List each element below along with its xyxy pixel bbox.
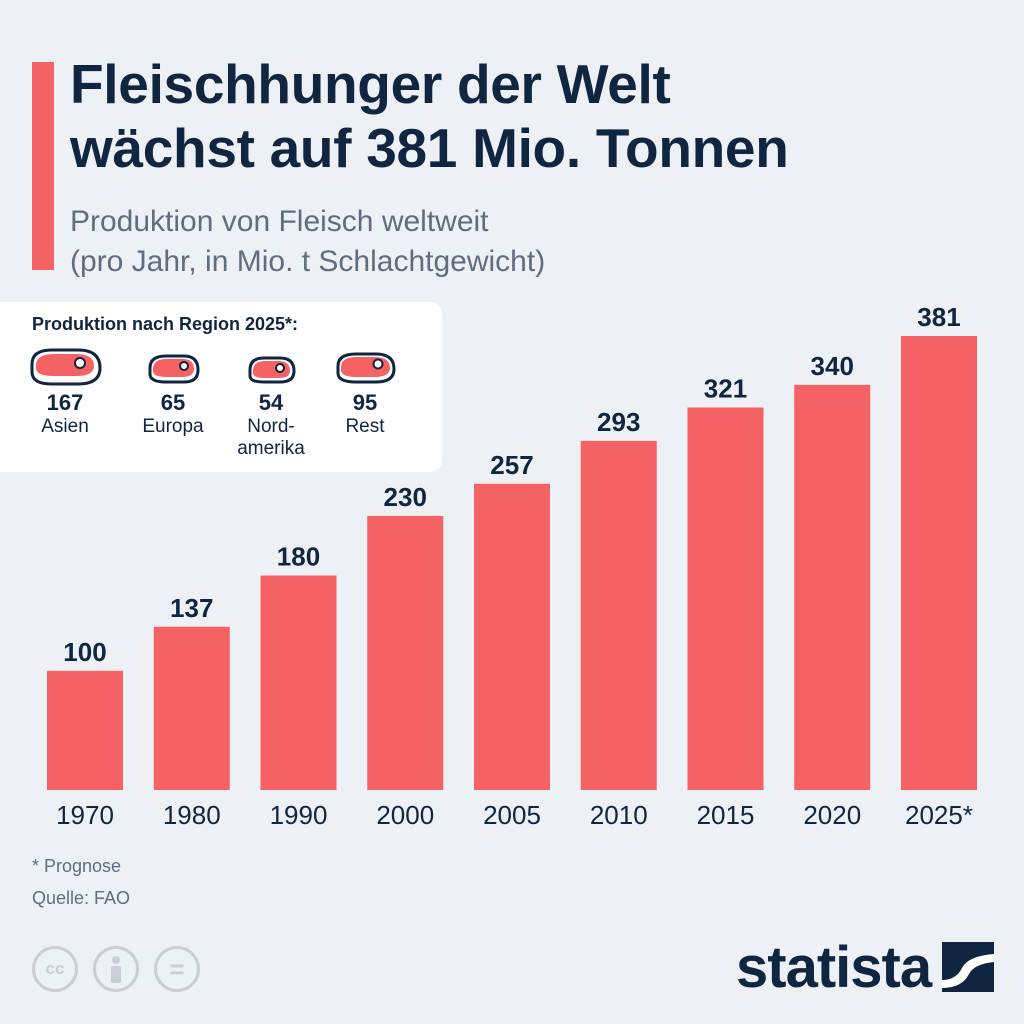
meat-icon [248, 356, 296, 384]
legend-value-rest: 95 [352, 390, 378, 415]
meat-icon [336, 352, 396, 384]
region-legend: Produktion nach Region 2025*: 167 Asien … [0, 302, 442, 472]
cc-icon: cc [32, 946, 78, 992]
legend-label-north-america: Nord- amerika [237, 416, 305, 459]
source-note: Quelle: FAO [32, 888, 131, 908]
data-label-1970: 100 [63, 637, 106, 667]
statista-logo-icon[interactable] [942, 942, 994, 992]
legend-label-asia: Asien [41, 416, 89, 437]
legend-value-europe: 65 [160, 390, 186, 415]
legend-item-rest: 95 Rest [310, 346, 420, 438]
statista-logo[interactable]: statista [736, 935, 932, 1000]
bar-2015 [687, 407, 764, 790]
data-label-2015: 321 [704, 373, 747, 403]
x-tick-label-1980: 1980 [163, 800, 221, 830]
chart-title: Fleischhunger der Welt wächst auf 381 Mi… [70, 52, 1000, 180]
bar-2020 [794, 384, 871, 790]
x-tick-label-2025*: 2025* [905, 800, 973, 830]
bar-1980 [153, 626, 230, 790]
bar-2025* [901, 336, 977, 790]
data-label-2020: 340 [811, 351, 854, 381]
bar-2010 [580, 440, 657, 790]
chart-subtitle: Produktion von Fleisch weltweit (pro Jah… [70, 202, 970, 282]
bar-1970 [47, 670, 123, 790]
data-label-2000: 230 [384, 482, 427, 512]
x-tick-label-2020: 2020 [803, 800, 861, 830]
title-line-1: Fleischhunger der Welt [70, 53, 671, 115]
x-tick-label-2000: 2000 [376, 800, 434, 830]
data-label-2025*: 381 [917, 302, 960, 332]
no-derivatives-icon: = [154, 946, 200, 992]
legend-label-europe: Europa [142, 416, 204, 437]
x-tick-label-2010: 2010 [590, 800, 648, 830]
bar-2000 [367, 515, 444, 790]
x-tick-label-2015: 2015 [697, 800, 755, 830]
x-tick-label-1970: 1970 [56, 800, 114, 830]
title-line-2: wächst auf 381 Mio. Tonnen [70, 117, 789, 179]
meat-icon [148, 354, 200, 384]
data-label-1980: 137 [170, 593, 213, 623]
meat-icon [30, 348, 102, 386]
legend-item-north-america: 54 Nord- amerika [216, 346, 326, 460]
bar-1990 [260, 575, 337, 790]
legend-title: Produktion nach Region 2025*: [32, 314, 299, 334]
legend-value-asia: 167 [46, 390, 84, 415]
x-tick-label-2005: 2005 [483, 800, 541, 830]
attribution-icon [93, 946, 139, 992]
data-label-1990: 180 [277, 542, 320, 572]
x-tick-label-1990: 1990 [270, 800, 328, 830]
legend-value-north-america: 54 [258, 390, 284, 415]
legend-label-rest: Rest [345, 416, 385, 437]
title-accent-bar [32, 62, 54, 270]
data-label-2005: 257 [490, 450, 533, 480]
bar-2005 [474, 483, 550, 790]
subtitle-line-1: Produktion von Fleisch weltweit [70, 205, 489, 238]
subtitle-line-2: (pro Jahr, in Mio. t Schlachtgewicht) [70, 245, 546, 278]
data-label-2010: 293 [597, 407, 640, 437]
footnote: * Prognose [32, 856, 122, 876]
legend-item-europe: 65 Europa [118, 346, 228, 438]
legend-item-asia: 167 Asien [10, 346, 120, 438]
